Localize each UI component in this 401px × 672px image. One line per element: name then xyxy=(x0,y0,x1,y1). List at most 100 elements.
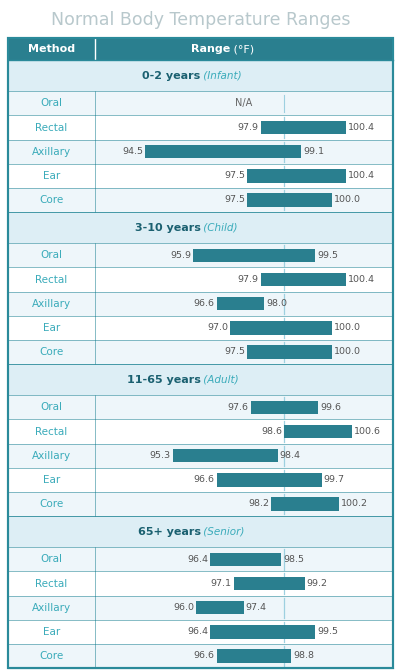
Bar xyxy=(284,425,352,438)
Bar xyxy=(217,297,264,310)
Text: Axillary: Axillary xyxy=(32,451,71,461)
Bar xyxy=(8,419,393,444)
Text: Oral: Oral xyxy=(41,403,62,413)
Text: 95.3: 95.3 xyxy=(150,451,170,460)
Text: 96.4: 96.4 xyxy=(187,627,208,636)
Text: Core: Core xyxy=(39,195,63,205)
Bar xyxy=(247,169,346,183)
Bar xyxy=(8,644,393,668)
Text: 100.4: 100.4 xyxy=(348,123,375,132)
Text: N/A: N/A xyxy=(235,98,253,108)
Bar xyxy=(8,595,393,620)
Bar xyxy=(210,625,315,638)
Text: 65+ years: 65+ years xyxy=(138,527,200,537)
Text: Ear: Ear xyxy=(43,475,60,485)
Text: 100.0: 100.0 xyxy=(334,347,361,356)
Bar xyxy=(8,316,393,340)
Text: Oral: Oral xyxy=(41,554,62,564)
Text: 99.5: 99.5 xyxy=(317,627,338,636)
Bar xyxy=(8,571,393,595)
Bar xyxy=(8,292,393,316)
Bar xyxy=(210,552,281,566)
Text: 98.2: 98.2 xyxy=(248,499,269,509)
Text: (°F): (°F) xyxy=(230,44,254,54)
Text: 96.6: 96.6 xyxy=(194,299,215,308)
Bar xyxy=(8,340,393,364)
Text: 98.0: 98.0 xyxy=(266,299,287,308)
Text: Rectal: Rectal xyxy=(35,579,67,589)
Text: 96.4: 96.4 xyxy=(187,555,208,564)
Text: Ear: Ear xyxy=(43,627,60,637)
Bar xyxy=(8,188,393,212)
Text: Oral: Oral xyxy=(41,251,62,261)
Bar xyxy=(146,145,302,159)
Text: Range: Range xyxy=(190,44,230,54)
Text: Core: Core xyxy=(39,499,63,509)
Text: 97.9: 97.9 xyxy=(238,275,259,284)
Text: 99.6: 99.6 xyxy=(320,403,341,412)
Text: (Adult): (Adult) xyxy=(200,375,239,384)
Bar xyxy=(8,395,393,419)
Text: 97.0: 97.0 xyxy=(207,323,228,333)
Text: 98.8: 98.8 xyxy=(293,651,314,661)
Bar xyxy=(8,243,393,267)
Bar xyxy=(8,516,393,548)
Text: 97.5: 97.5 xyxy=(224,347,245,356)
Bar xyxy=(234,577,305,590)
Bar xyxy=(251,401,318,414)
Text: 98.5: 98.5 xyxy=(283,555,304,564)
Text: Axillary: Axillary xyxy=(32,603,71,613)
Text: 11-65 years: 11-65 years xyxy=(127,375,200,384)
Text: 98.4: 98.4 xyxy=(280,451,301,460)
Bar xyxy=(247,193,332,207)
Text: 3-10 years: 3-10 years xyxy=(135,222,200,233)
Text: 100.6: 100.6 xyxy=(354,427,381,436)
Text: 97.5: 97.5 xyxy=(224,196,245,204)
Text: 99.1: 99.1 xyxy=(304,147,324,156)
Text: 97.4: 97.4 xyxy=(246,603,267,612)
Text: Axillary: Axillary xyxy=(32,298,71,308)
Text: 100.2: 100.2 xyxy=(341,499,368,509)
Text: Ear: Ear xyxy=(43,323,60,333)
Bar xyxy=(193,249,315,262)
Bar xyxy=(8,140,393,164)
Bar xyxy=(8,164,393,188)
Text: Normal Body Temperature Ranges: Normal Body Temperature Ranges xyxy=(51,11,350,29)
Text: Ear: Ear xyxy=(43,171,60,181)
Bar xyxy=(8,548,393,571)
Bar xyxy=(247,345,332,359)
Text: Oral: Oral xyxy=(41,98,62,108)
Bar xyxy=(8,620,393,644)
Bar xyxy=(261,121,346,134)
Text: 100.4: 100.4 xyxy=(348,275,375,284)
Text: 97.6: 97.6 xyxy=(228,403,249,412)
Text: 100.0: 100.0 xyxy=(334,196,361,204)
Text: 94.5: 94.5 xyxy=(122,147,144,156)
Text: Core: Core xyxy=(39,347,63,357)
Text: 99.5: 99.5 xyxy=(317,251,338,260)
Bar xyxy=(8,91,393,116)
Text: 99.7: 99.7 xyxy=(324,475,345,485)
Bar xyxy=(8,468,393,492)
Text: 97.9: 97.9 xyxy=(238,123,259,132)
Bar xyxy=(8,212,393,243)
Text: (Child): (Child) xyxy=(200,222,238,233)
Text: 100.4: 100.4 xyxy=(348,171,375,180)
Bar xyxy=(196,601,244,614)
Bar xyxy=(8,492,393,516)
Text: Core: Core xyxy=(39,651,63,661)
Text: 96.0: 96.0 xyxy=(173,603,194,612)
Bar xyxy=(261,273,346,286)
Bar xyxy=(8,38,393,60)
Text: 100.0: 100.0 xyxy=(334,323,361,333)
Text: 97.5: 97.5 xyxy=(224,171,245,180)
Bar xyxy=(230,321,332,335)
Text: Method: Method xyxy=(28,44,75,54)
Text: 99.2: 99.2 xyxy=(307,579,328,588)
Bar xyxy=(217,473,322,487)
Text: 0-2 years: 0-2 years xyxy=(142,71,200,81)
Bar xyxy=(8,444,393,468)
Bar xyxy=(8,116,393,140)
Text: (Senior): (Senior) xyxy=(200,527,245,537)
Bar xyxy=(8,364,393,395)
